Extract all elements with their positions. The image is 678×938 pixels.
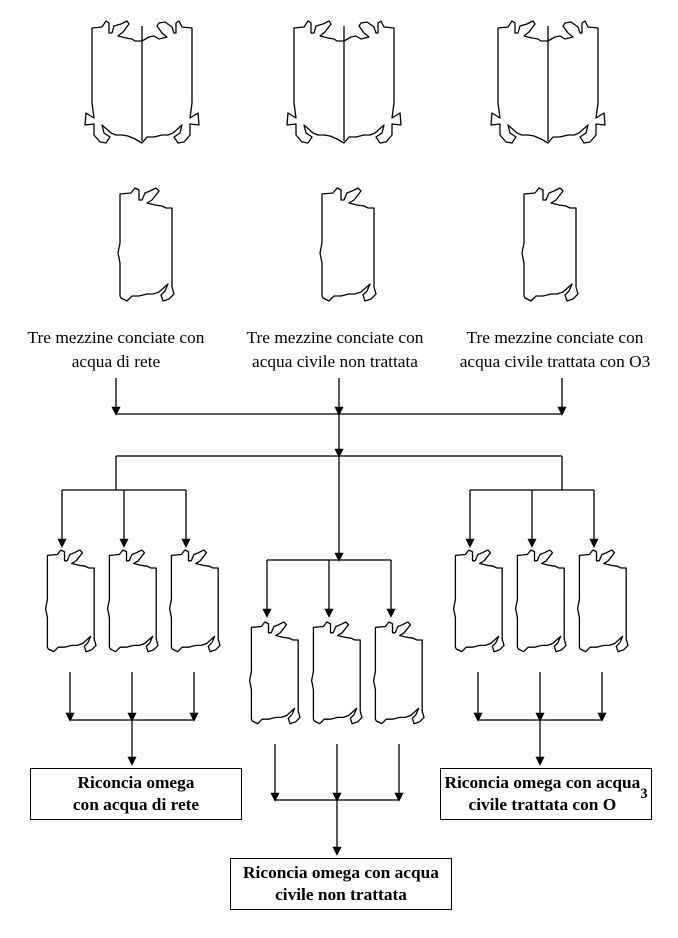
half-hide-run-8: [312, 622, 362, 724]
label-o3-1: Tre mezzine conciate con: [440, 328, 670, 348]
full-hide-1: [85, 21, 199, 143]
half-hide-run-1: [46, 550, 96, 652]
half-hide-run-4: [454, 550, 504, 652]
full-hide-2: [287, 21, 401, 143]
half-hide-top-3: [522, 188, 578, 301]
box-rete: Riconcia omegacon acqua di rete: [30, 768, 242, 820]
half-hide-run-7: [250, 622, 300, 724]
half-hide-run-6: [578, 550, 628, 652]
label-civ-1: Tre mezzine conciate con: [230, 328, 440, 348]
label-rete-1: Tre mezzine conciate con: [16, 328, 216, 348]
label-o3-2: acqua civile trattata con O3: [440, 352, 670, 372]
half-hide-run-5: [516, 550, 566, 652]
half-hide-run-2: [108, 550, 158, 652]
half-hide-run-3: [170, 550, 220, 652]
label-rete-2: acqua di rete: [16, 352, 216, 372]
half-hide-top-1: [118, 188, 174, 301]
half-hide-top-2: [320, 188, 376, 301]
box-o3: Riconcia omega con acquacivile trattata …: [440, 768, 652, 820]
diagram-canvas: Tre mezzine conciate con acqua di rete Tre…: [0, 0, 678, 938]
full-hide-3: [491, 21, 605, 143]
label-civ-2: acqua civile non trattata: [230, 352, 440, 372]
half-hide-run-9: [374, 622, 424, 724]
box-civ: Riconcia omega con acquacivile non tratt…: [230, 858, 452, 910]
